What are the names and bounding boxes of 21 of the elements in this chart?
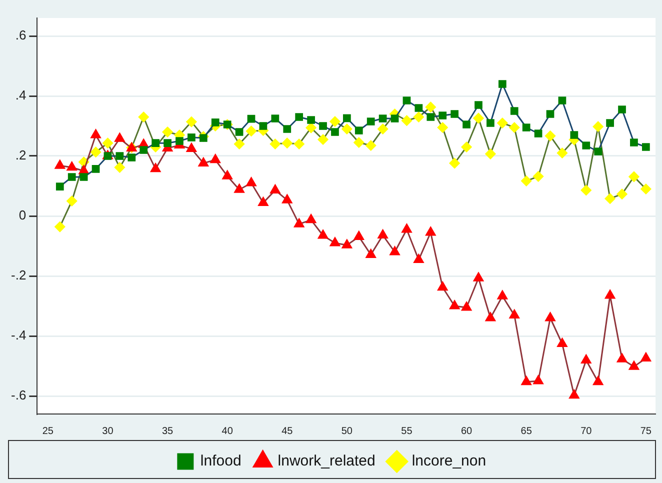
y-tick-label: 0 [18, 208, 26, 223]
x-tick-label: 60 [460, 426, 473, 437]
y-tick-label: .2 [15, 148, 26, 163]
legend-label: lnwork_related [278, 452, 376, 470]
x-tick-label: 30 [102, 426, 114, 437]
x-tick-label: 50 [341, 426, 353, 437]
x-tick-label: 40 [222, 426, 234, 437]
legend-label: lnfood [200, 452, 242, 470]
x-tick-label: 55 [401, 426, 413, 437]
x-tick-label: 25 [42, 426, 54, 437]
x-tick-label: 70 [580, 426, 592, 437]
y-tick-label: -.2 [11, 268, 26, 283]
x-tick-label: 75 [640, 426, 652, 437]
y-tick-label: .4 [15, 88, 26, 103]
x-tick-label: 65 [520, 426, 532, 437]
y-tick-label: .6 [15, 28, 26, 43]
y-tick-label: -.6 [11, 388, 26, 403]
legend-label: lncore_non [412, 452, 486, 470]
y-tick-label: -.4 [11, 328, 26, 343]
x-tick-label: 35 [162, 426, 174, 437]
x-tick-label: 45 [282, 426, 294, 437]
